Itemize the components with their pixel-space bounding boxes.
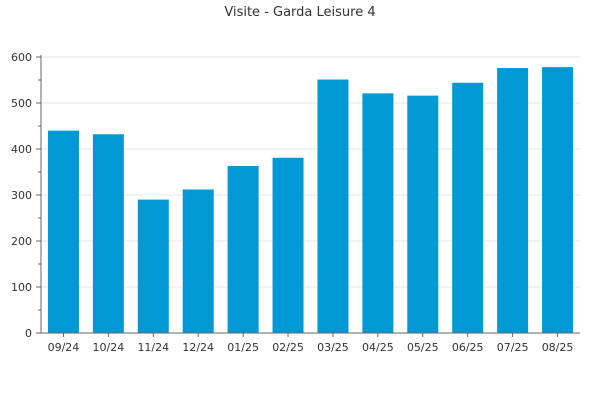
bar <box>227 166 259 333</box>
x-tick-label: 12/24 <box>182 341 214 354</box>
y-tick-labels: 0 100 200 300 400 500 600 <box>11 51 32 340</box>
gridlines <box>41 56 580 288</box>
x-tick-label: 06/25 <box>452 341 484 354</box>
bar <box>182 189 214 333</box>
x-tick-label: 02/25 <box>272 341 304 354</box>
chart-title: Visite - Garda Leisure 4 <box>224 5 375 20</box>
bar <box>137 199 169 333</box>
x-tick-label: 09/24 <box>48 341 80 354</box>
x-tick-label: 01/25 <box>227 341 259 354</box>
bar <box>362 93 394 333</box>
y-tick-label: 600 <box>11 51 32 64</box>
bar <box>92 134 124 333</box>
x-tick-label: 07/25 <box>497 341 529 354</box>
bar <box>47 130 79 333</box>
bar <box>452 82 484 333</box>
x-tick-label: 11/24 <box>137 341 169 354</box>
x-tick-label: 08/25 <box>542 341 574 354</box>
bar <box>317 79 349 333</box>
bar <box>542 67 574 334</box>
y-tick-label: 100 <box>11 281 32 294</box>
x-tick-label: 03/25 <box>317 341 349 354</box>
x-tick-label: 10/24 <box>93 341 125 354</box>
y-tick-label: 0 <box>25 327 32 340</box>
bar <box>497 68 529 333</box>
bar <box>407 95 439 333</box>
bar <box>272 157 304 333</box>
y-tick-label: 200 <box>11 235 32 248</box>
x-tick-label: 04/25 <box>362 341 394 354</box>
y-tick-label: 400 <box>11 143 32 156</box>
bars <box>47 67 574 334</box>
axes <box>36 55 580 337</box>
x-tick-label: 05/25 <box>407 341 439 354</box>
y-tick-label: 300 <box>11 189 32 202</box>
x-tick-labels: 09/24 10/24 11/24 12/24 01/25 02/25 03/25 04/25… <box>48 341 574 354</box>
y-tick-label: 500 <box>11 97 32 110</box>
